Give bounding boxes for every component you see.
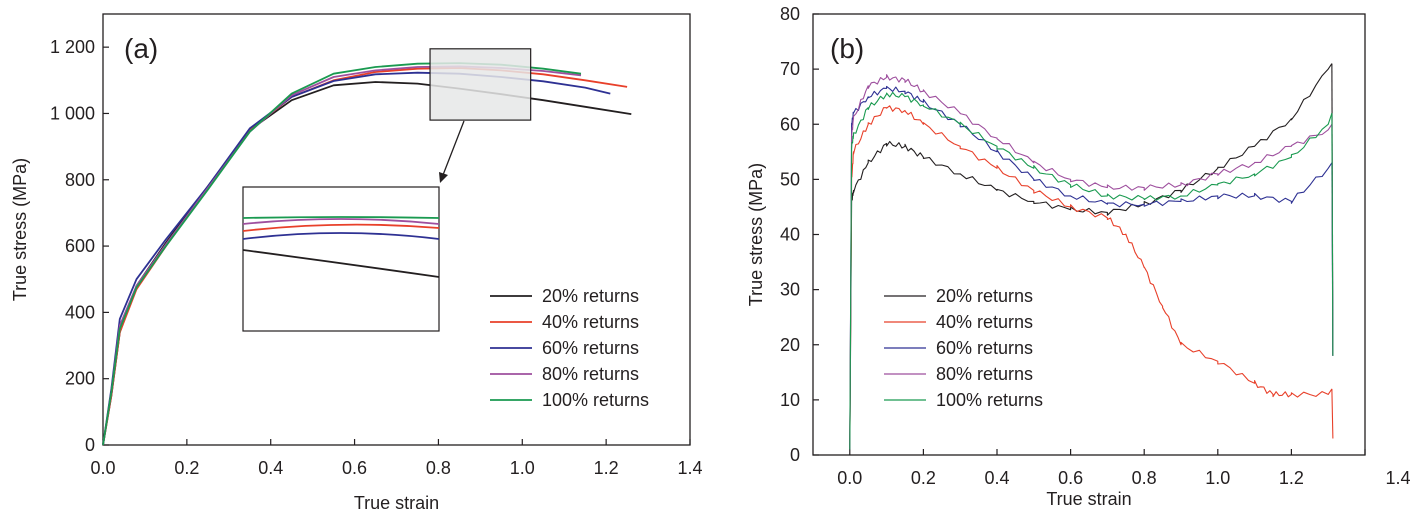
legend: 20% returns 40% returns 60% returns 80% ret… xyxy=(884,286,1043,410)
x-tick-label: 1.2 xyxy=(594,458,619,478)
inset-series-line xyxy=(242,216,440,219)
legend-item: 80% returns xyxy=(490,364,639,384)
legend-item: 40% returns xyxy=(490,312,639,332)
x-tick-label: 1.4 xyxy=(1385,468,1410,488)
legend-item: 20% returns xyxy=(884,286,1033,306)
y-axis-label: True stress (MPa) xyxy=(10,158,30,301)
x-tick-label: 1.0 xyxy=(510,458,535,478)
y-tick-label: 400 xyxy=(65,302,95,322)
x-tick-label: 1.0 xyxy=(1205,468,1230,488)
chart-panel-a: 0 200 400 600 800 1 000 1 200 0.0 0.2 0.4 0.6 0.8 1.… xyxy=(10,13,703,513)
legend-label: 60% returns xyxy=(542,338,639,358)
legend-label: 20% returns xyxy=(936,286,1033,306)
y-tick-label: 30 xyxy=(780,280,800,300)
legend-item: 20% returns xyxy=(490,286,639,306)
zoom-region-box xyxy=(429,48,532,121)
x-tick-label: 0.8 xyxy=(1132,468,1157,488)
y-tick-label: 1 000 xyxy=(50,103,95,123)
y-tick-label: 70 xyxy=(780,59,800,79)
legend: 20% returns 40% returns 60% returns 80% ret… xyxy=(490,286,649,410)
series-line xyxy=(849,105,1333,450)
inset-series-line xyxy=(242,218,440,225)
y-tick-label: 40 xyxy=(780,225,800,245)
legend-label: 40% returns xyxy=(936,312,1033,332)
legend-item: 60% returns xyxy=(884,338,1033,358)
x-tick-label: 0.4 xyxy=(258,458,283,478)
inset-box xyxy=(242,186,440,332)
x-tick-label: 0.8 xyxy=(426,458,451,478)
x-tick-label: 0.0 xyxy=(837,468,862,488)
y-tick-label: 50 xyxy=(780,169,800,189)
x-axis-label: True strain xyxy=(354,493,439,513)
legend-label: 20% returns xyxy=(542,286,639,306)
series-group xyxy=(849,63,1334,450)
inset-series-line xyxy=(242,232,440,240)
legend-label: 40% returns xyxy=(542,312,639,332)
y-tick-label: 0 xyxy=(85,435,95,455)
series-drop-line xyxy=(1331,113,1334,356)
y-tick-label: 200 xyxy=(65,369,95,389)
legend-label: 60% returns xyxy=(936,338,1033,358)
legend-label: 80% returns xyxy=(936,364,1033,384)
y-tick-label: 60 xyxy=(780,114,800,134)
series-drop-line xyxy=(1331,388,1334,439)
y-tick-label: 20 xyxy=(780,335,800,355)
legend-item: 80% returns xyxy=(884,364,1033,384)
x-tick-label: 0.2 xyxy=(174,458,199,478)
plot-frame xyxy=(102,13,691,446)
x-tick-label: 0.0 xyxy=(90,458,115,478)
y-tick-label: 800 xyxy=(65,170,95,190)
chart-panel-b: 0 10 20 30 40 50 60 70 80 0.0 0.2 0.4 0.6 0.8 1.0 1.2 1.… xyxy=(746,4,1411,509)
x-tick-label: 1.2 xyxy=(1279,468,1304,488)
y-tick-label: 80 xyxy=(780,4,800,24)
legend-item: 100% returns xyxy=(490,390,649,410)
series-line xyxy=(849,63,1333,450)
legend-label: 100% returns xyxy=(936,390,1043,410)
panel-label: (b) xyxy=(830,33,864,64)
y-axis-label: True stress (MPa) xyxy=(746,163,766,306)
zoom-arrow-line xyxy=(442,120,465,176)
legend-item: 40% returns xyxy=(884,312,1033,332)
legend-label: 100% returns xyxy=(542,390,649,410)
y-tick-label: 0 xyxy=(790,445,800,465)
x-tick-label: 0.4 xyxy=(984,468,1009,488)
x-tick-label: 0.2 xyxy=(911,468,936,488)
series-line xyxy=(849,74,1333,450)
y-tick-label: 600 xyxy=(65,236,95,256)
y-tick-label: 10 xyxy=(780,390,800,410)
x-tick-label: 0.6 xyxy=(342,458,367,478)
x-tick-label: 0.6 xyxy=(1058,468,1083,488)
legend-label: 80% returns xyxy=(542,364,639,384)
plot-frame xyxy=(812,13,1366,456)
x-axis-label: True strain xyxy=(1046,489,1131,509)
series-line xyxy=(849,91,1333,450)
legend-item: 100% returns xyxy=(884,390,1043,410)
y-tick-label: 1 200 xyxy=(50,37,95,57)
x-tick-label: 1.4 xyxy=(677,458,702,478)
legend-item: 60% returns xyxy=(490,338,639,358)
panel-label: (a) xyxy=(124,33,158,64)
inset-series-line xyxy=(242,249,440,278)
zoom-arrow-head xyxy=(439,172,448,183)
series-line xyxy=(849,85,1333,450)
inset-series-line xyxy=(242,223,440,232)
